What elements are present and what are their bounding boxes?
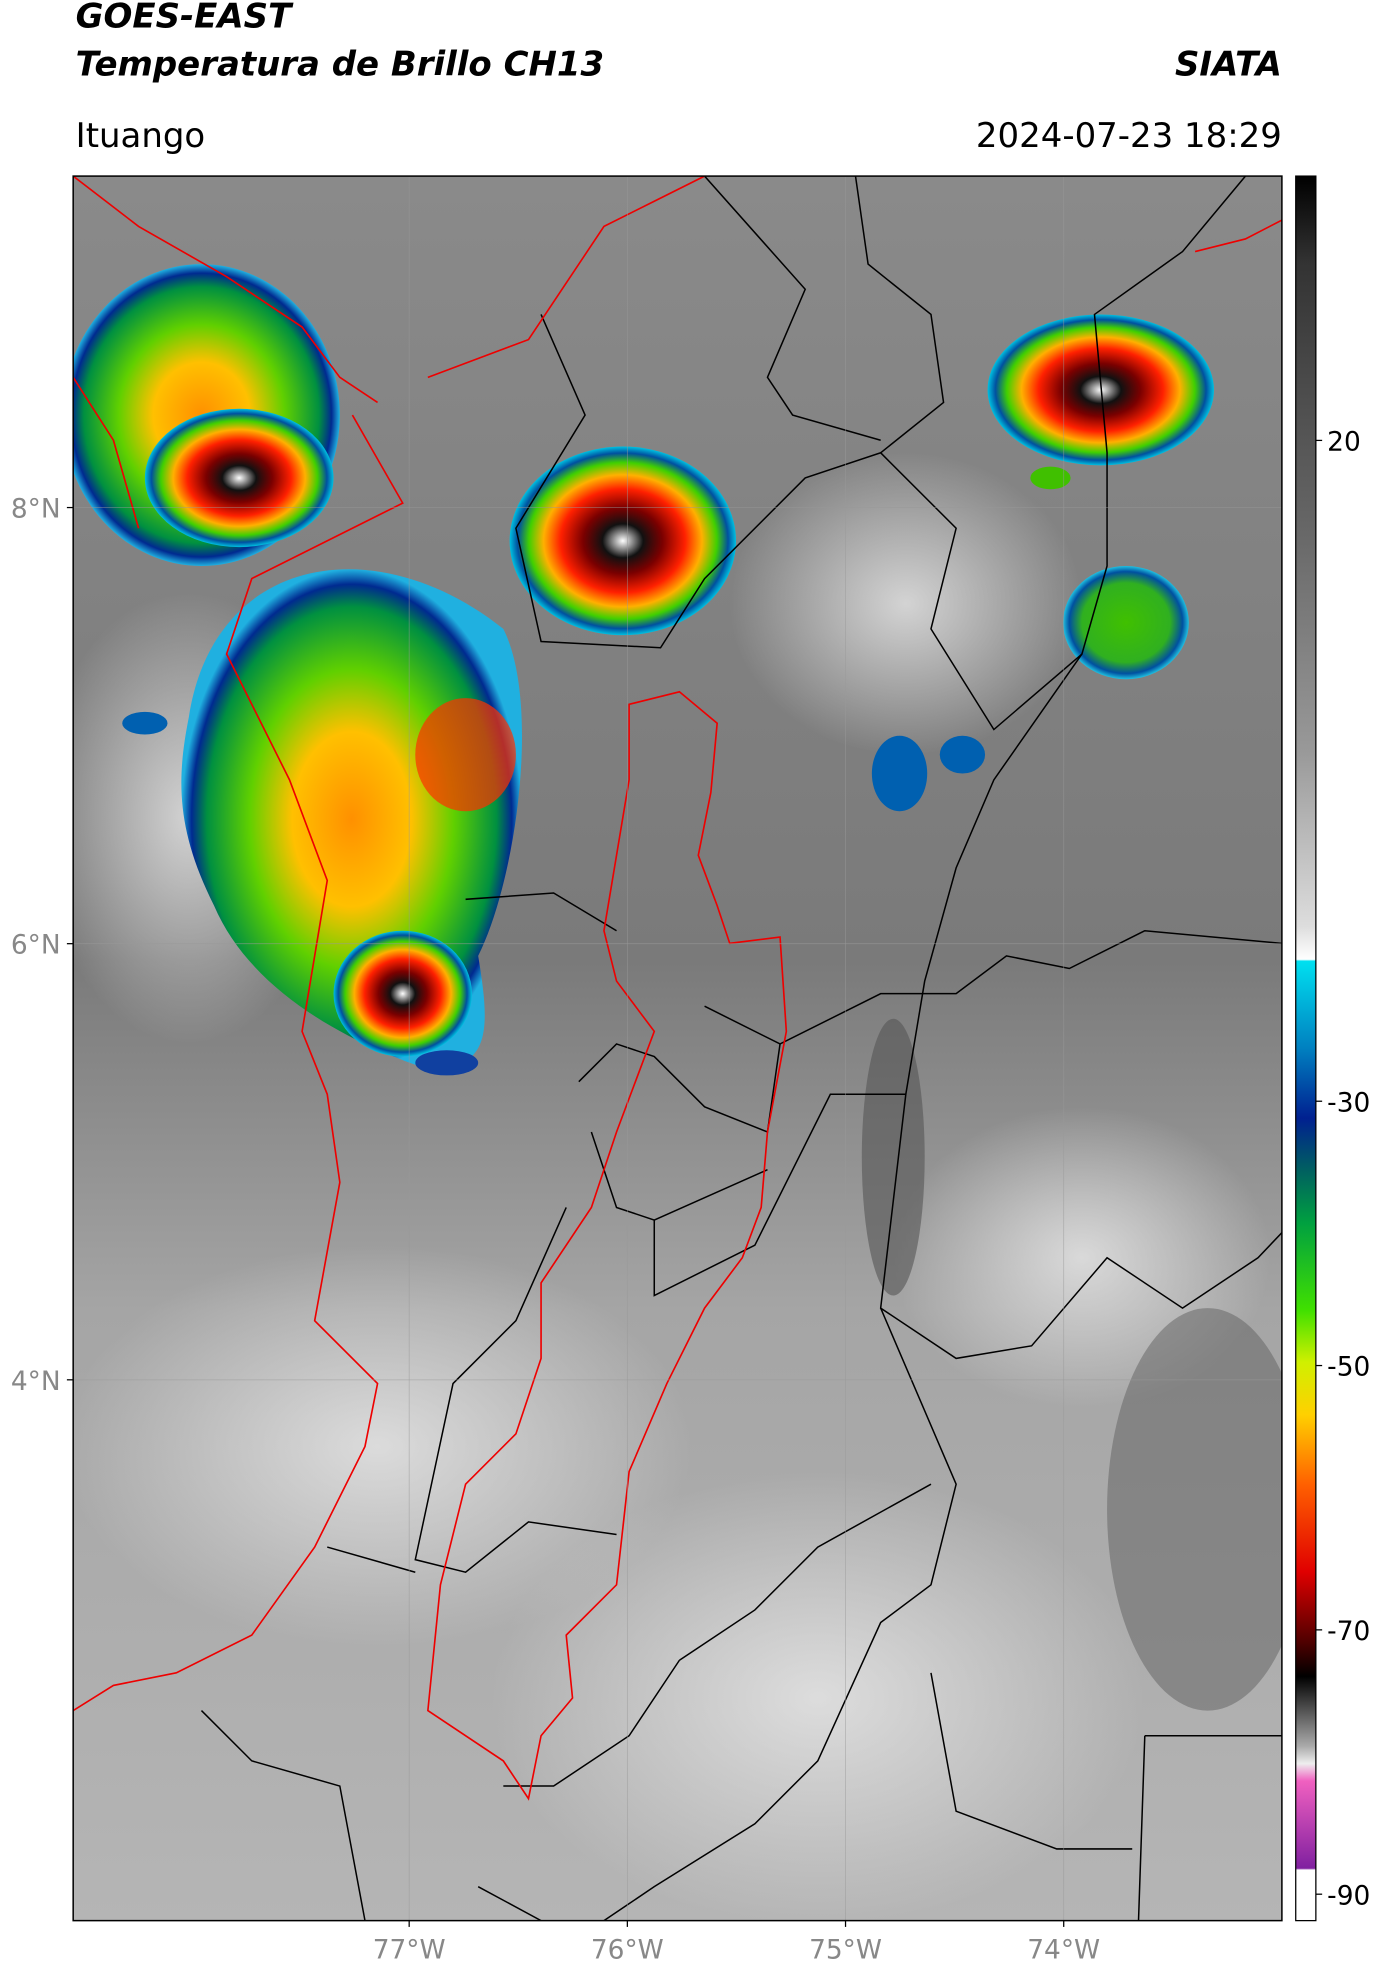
region: Ituango: [76, 116, 206, 156]
lat-tick-label: 4°N: [11, 1366, 61, 1397]
lon-tick-label: 75°W: [809, 1934, 882, 1965]
colorbar-tick-label: -90: [1327, 1880, 1370, 1911]
lon-tick-label: 76°W: [591, 1934, 664, 1965]
map-axes: 77°W 76°W 75°W 74°W 8°N 6°N 4°N 20 -30 -50 -70 -90: [11, 175, 1370, 1965]
lat-tick-label: 6°N: [11, 930, 61, 961]
datetime: 2024-07-23 18:29: [976, 116, 1282, 156]
title: GOES-EAST: [76, 0, 294, 37]
map-frame: [72, 175, 1283, 1922]
colorbar-tick-label: -30: [1327, 1087, 1370, 1118]
subtitle: Temperatura de Brillo CH13: [76, 44, 604, 84]
colorbar-tick-label: 20: [1327, 426, 1361, 457]
colorbar-tick-label: -70: [1327, 1616, 1370, 1647]
source: SIATA: [1175, 44, 1282, 84]
lon-tick-label: 77°W: [373, 1934, 446, 1965]
colorbar: [1295, 175, 1317, 1922]
colorbar-tick-label: -50: [1327, 1352, 1370, 1383]
map-imagery: [73, 176, 1282, 1921]
lat-tick-label: 8°N: [11, 494, 61, 525]
lon-tick-label: 74°W: [1027, 1934, 1100, 1965]
